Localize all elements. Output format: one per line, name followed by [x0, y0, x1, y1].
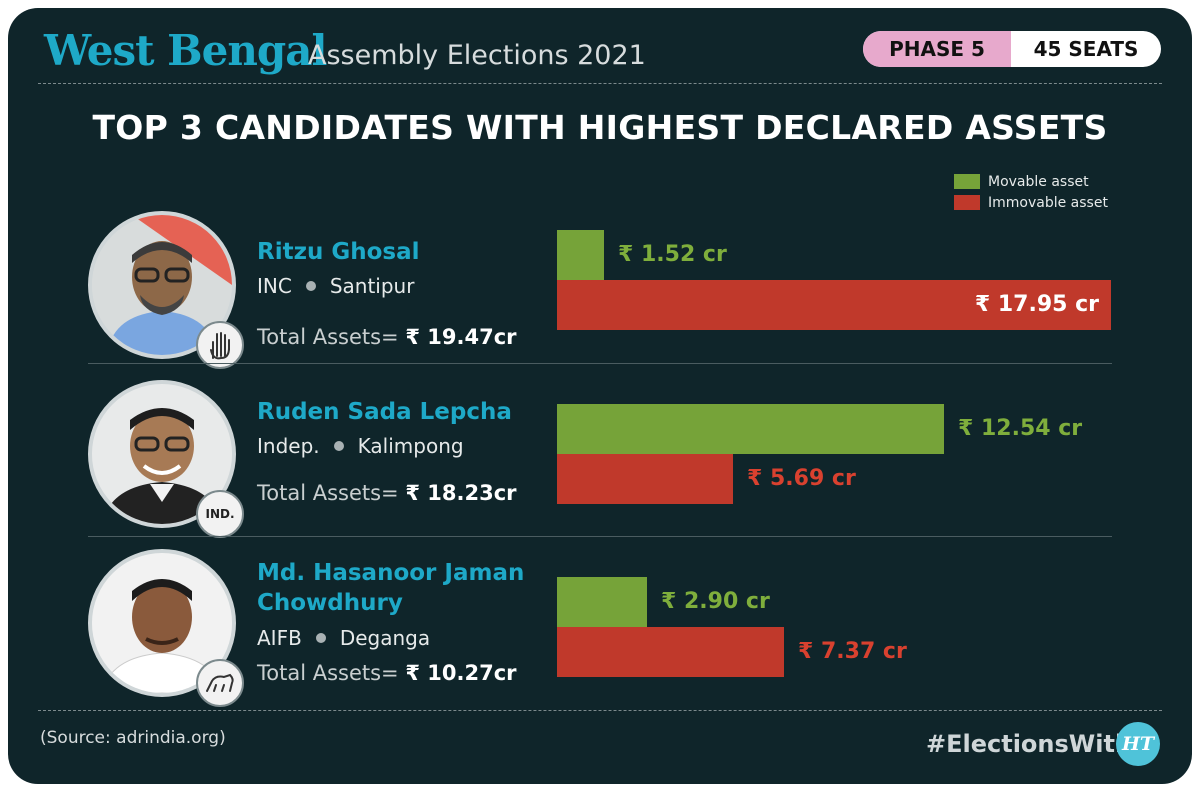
separator-dot [305, 281, 316, 291]
candidate-party-constituency: INC Santipur [257, 274, 414, 298]
legend-item-immovable: Immovable asset [954, 192, 1108, 213]
independent-badge-icon: IND. [205, 507, 235, 521]
hand-symbol-icon [210, 332, 230, 360]
bar-movable [557, 577, 647, 627]
footer-divider [38, 710, 1162, 711]
source-note: (Source: adrindia.org) [40, 728, 226, 748]
bar-value-label-immovable: ₹ 5.69 cr [747, 466, 856, 491]
bar-immovable [557, 280, 1111, 330]
party-symbol-badge [196, 659, 244, 707]
candidate-constituency: Santipur [329, 274, 415, 298]
bar-immovable [557, 627, 784, 677]
lion-symbol-icon [206, 673, 234, 692]
total-assets-value: ₹ 19.47cr [405, 325, 517, 349]
total-assets-label: Total Assets= [257, 661, 399, 685]
bar-movable [557, 404, 944, 454]
candidate-constituency: Deganga [339, 626, 431, 650]
candidate-party-constituency: AIFB Deganga [257, 626, 430, 650]
candidate-photo [88, 549, 236, 697]
total-assets-label: Total Assets= [257, 325, 399, 349]
candidate-party: INC [257, 274, 292, 298]
separator-dot [333, 441, 344, 451]
candidate-total-assets: Total Assets= ₹ 18.23cr [257, 481, 517, 505]
total-assets-value: ₹ 10.27cr [405, 661, 517, 685]
legend-label-movable: Movable asset [988, 173, 1089, 190]
bar-immovable [557, 454, 733, 504]
phase-pill: PHASE 5 45 SEATS [863, 31, 1161, 67]
person-portrait-icon [92, 215, 232, 355]
ht-logo-icon: HT [1116, 722, 1160, 766]
candidate-name: Ritzu Ghosal [257, 239, 420, 265]
total-assets-label: Total Assets= [257, 481, 399, 505]
chart-legend: Movable asset Immovable asset [954, 171, 1108, 213]
phase-label: PHASE 5 [863, 31, 1011, 67]
legend-swatch-movable [954, 174, 980, 189]
candidate-constituency: Kalimpong [357, 434, 464, 458]
chart-title: TOP 3 CANDIDATES WITH HIGHEST DECLARED A… [92, 108, 1108, 147]
party-symbol-badge [196, 321, 244, 369]
header-divider [38, 83, 1162, 84]
bar-value-label-movable: ₹ 1.52 cr [618, 242, 727, 267]
total-assets-value: ₹ 18.23cr [405, 481, 517, 505]
candidate-name-line-2: Chowdhury [257, 590, 403, 616]
bar-value-label-immovable: ₹ 17.95 cr [974, 292, 1099, 317]
header-subtitle: Assembly Elections 2021 [308, 40, 646, 71]
hashtag: #ElectionsWith [926, 730, 1133, 758]
candidate-total-assets: Total Assets= ₹ 19.47cr [257, 325, 517, 349]
bar-movable [557, 230, 604, 280]
infographic-card: West Bengal Assembly Elections 2021 PHAS… [8, 8, 1192, 784]
seats-label: 45 SEATS [1033, 37, 1139, 61]
separator-dot [315, 633, 326, 643]
candidate-total-assets: Total Assets= ₹ 10.27cr [257, 661, 517, 685]
bar-value-label-immovable: ₹ 7.37 cr [798, 639, 907, 664]
row-divider [88, 363, 1112, 364]
candidate-party: Indep. [257, 434, 320, 458]
row-divider [88, 536, 1112, 537]
legend-item-movable: Movable asset [954, 171, 1108, 192]
candidate-party: AIFB [257, 626, 302, 650]
party-symbol-badge: IND. [196, 490, 244, 538]
candidate-photo [88, 211, 236, 359]
bar-value-label-movable: ₹ 2.90 cr [661, 589, 770, 614]
candidate-name: Md. Hasanoor Jaman Chowdhury [257, 558, 524, 618]
candidate-name: Ruden Sada Lepcha [257, 399, 512, 425]
candidate-party-constituency: Indep. Kalimpong [257, 434, 464, 458]
legend-swatch-immovable [954, 195, 980, 210]
bar-value-label-movable: ₹ 12.54 cr [958, 416, 1083, 441]
candidate-name-line-1: Md. Hasanoor Jaman [257, 560, 525, 586]
header-state: West Bengal [44, 26, 327, 75]
legend-label-immovable: Immovable asset [988, 194, 1108, 211]
